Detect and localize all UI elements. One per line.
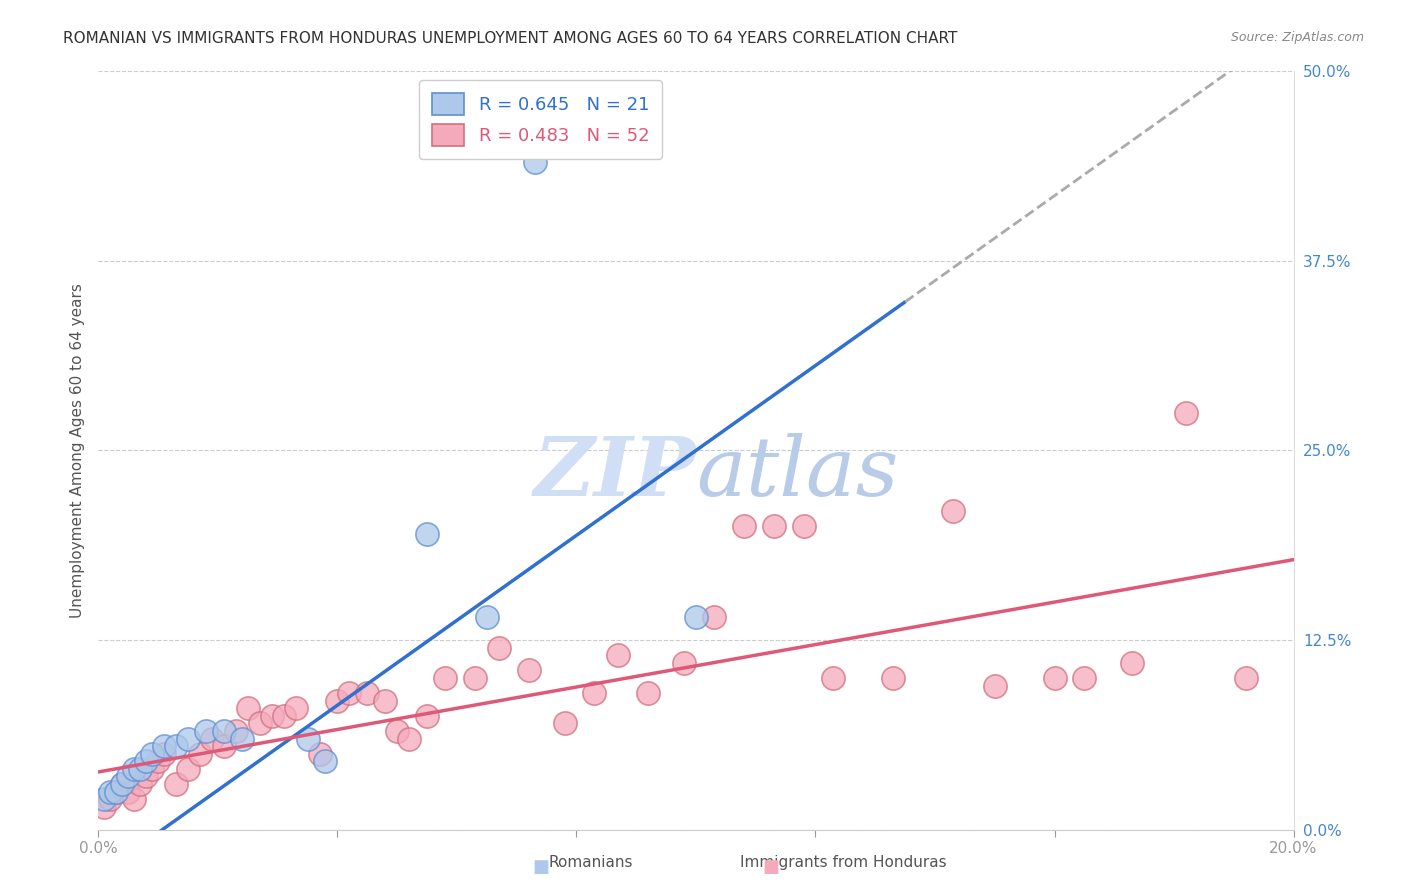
Text: ■: ■	[533, 858, 550, 876]
Text: atlas: atlas	[696, 434, 898, 513]
Point	[315, 755, 337, 769]
Point	[1234, 671, 1257, 685]
Point	[141, 747, 163, 761]
Point	[339, 686, 361, 700]
Point	[882, 671, 904, 685]
Point	[1121, 656, 1143, 670]
Point	[374, 694, 396, 708]
Y-axis label: Unemployment Among Ages 60 to 64 years: Unemployment Among Ages 60 to 64 years	[69, 283, 84, 618]
Point	[475, 610, 498, 624]
Point	[416, 708, 439, 723]
Point	[105, 785, 128, 799]
Point	[201, 731, 224, 746]
Point	[177, 762, 200, 776]
Point	[111, 777, 134, 791]
Point	[231, 731, 253, 746]
Point	[308, 747, 330, 761]
Point	[398, 731, 420, 746]
Point	[105, 785, 128, 799]
Point	[356, 686, 378, 700]
Point	[195, 724, 218, 739]
Point	[165, 777, 187, 791]
Text: Romanians: Romanians	[548, 855, 633, 870]
Point	[984, 678, 1007, 692]
Text: ■: ■	[762, 858, 779, 876]
Point	[153, 747, 176, 761]
Point	[434, 671, 457, 685]
Point	[297, 731, 319, 746]
Point	[129, 762, 152, 776]
Point	[273, 708, 295, 723]
Point	[124, 792, 146, 806]
Point	[385, 724, 409, 739]
Point	[165, 739, 187, 753]
Point	[416, 526, 439, 541]
Point	[703, 610, 725, 624]
Point	[249, 716, 271, 731]
Point	[733, 519, 755, 533]
Point	[1043, 671, 1066, 685]
Point	[464, 671, 486, 685]
Point	[93, 792, 115, 806]
Point	[1073, 671, 1095, 685]
Point	[607, 648, 630, 662]
Point	[135, 769, 157, 784]
Point	[111, 777, 134, 791]
Point	[225, 724, 247, 739]
Point	[148, 755, 170, 769]
Point	[260, 708, 283, 723]
Text: Immigrants from Honduras: Immigrants from Honduras	[741, 855, 946, 870]
Point	[523, 155, 546, 169]
Point	[212, 739, 235, 753]
Point	[129, 777, 152, 791]
Point	[135, 755, 157, 769]
Point	[942, 504, 965, 518]
Point	[93, 800, 115, 814]
Point	[117, 785, 139, 799]
Point	[673, 656, 696, 670]
Point	[762, 519, 785, 533]
Point	[554, 716, 576, 731]
Point	[98, 792, 122, 806]
Point	[793, 519, 815, 533]
Point	[284, 701, 307, 715]
Point	[823, 671, 845, 685]
Point	[637, 686, 659, 700]
Point	[124, 762, 146, 776]
Point	[1175, 405, 1198, 420]
Point	[212, 724, 235, 739]
Text: Source: ZipAtlas.com: Source: ZipAtlas.com	[1230, 31, 1364, 45]
Text: ROMANIAN VS IMMIGRANTS FROM HONDURAS UNEMPLOYMENT AMONG AGES 60 TO 64 YEARS CORR: ROMANIAN VS IMMIGRANTS FROM HONDURAS UNE…	[63, 31, 957, 46]
Point	[326, 694, 349, 708]
Legend: R = 0.645   N = 21, R = 0.483   N = 52: R = 0.645 N = 21, R = 0.483 N = 52	[419, 80, 662, 159]
Point	[488, 640, 510, 655]
Text: ZIP: ZIP	[533, 434, 696, 513]
Point	[517, 664, 540, 678]
Point	[188, 747, 211, 761]
Point	[141, 762, 163, 776]
Point	[685, 610, 707, 624]
Point	[236, 701, 259, 715]
Point	[177, 731, 200, 746]
Point	[583, 686, 606, 700]
Point	[98, 785, 122, 799]
Point	[117, 769, 139, 784]
Point	[153, 739, 176, 753]
